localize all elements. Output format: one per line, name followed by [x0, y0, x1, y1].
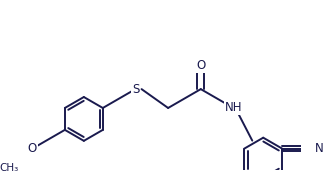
Text: CH₃: CH₃	[0, 163, 18, 173]
Text: NH: NH	[225, 102, 242, 114]
Text: N: N	[315, 142, 323, 155]
Text: S: S	[132, 83, 139, 96]
Text: O: O	[196, 59, 205, 72]
Text: O: O	[27, 142, 37, 155]
